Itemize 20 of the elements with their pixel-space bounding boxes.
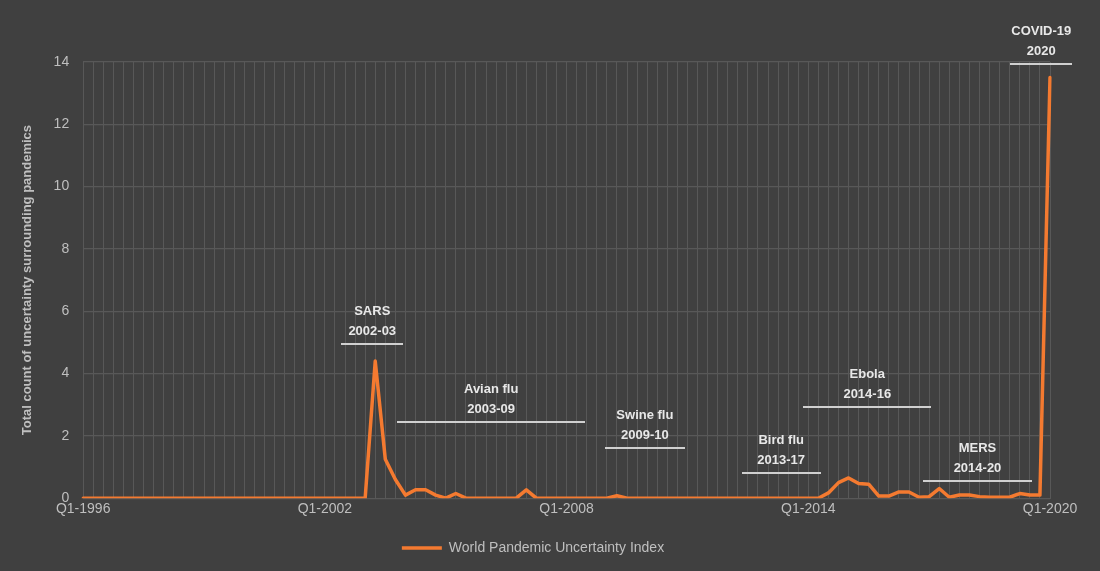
annotation: Bird flu 2013-17 xyxy=(757,431,806,467)
y-axis-title: Total count of uncertainty surrounding pandemics xyxy=(19,124,35,436)
annotation: Ebola 2014-16 xyxy=(843,365,892,401)
y-tick-label: 8 xyxy=(61,239,70,256)
x-tick-label: Q1-2008 xyxy=(539,500,595,517)
x-tick-label: Q1-2002 xyxy=(297,500,353,517)
x-tick-label: Q1-2014 xyxy=(781,500,836,517)
x-tick-label: Q1-2020 xyxy=(1022,500,1078,517)
text: COVID-19 2020 xyxy=(1011,23,1072,59)
legend-label: World Pandemic Uncertainty Index xyxy=(448,538,665,555)
y-tick-label: 10 xyxy=(53,177,70,194)
annotation: SARS 2002-03 xyxy=(348,302,397,338)
y-tick-label: 4 xyxy=(61,364,70,381)
y-tick-label: 12 xyxy=(53,115,70,132)
y-tick-label: 6 xyxy=(61,302,70,319)
annotation: MERS 2014-20 xyxy=(953,440,1002,476)
y-tick-label: 14 xyxy=(53,52,70,69)
annotation: Avian flu 2003-09 xyxy=(463,381,519,417)
y-tick-label: 2 xyxy=(61,426,70,443)
annotation: Swine flu 2009-10 xyxy=(616,406,674,442)
